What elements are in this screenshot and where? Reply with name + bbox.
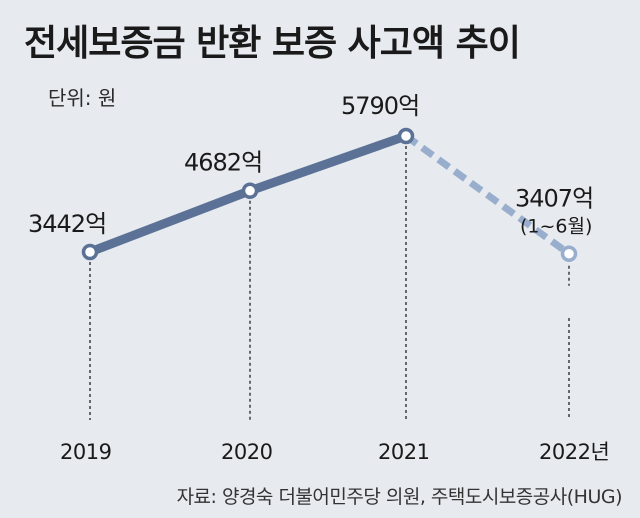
x-tick-label-1: 2020 — [221, 440, 272, 464]
value-label-1: 4682억 — [184, 149, 262, 177]
value-label-0: 3442억 — [28, 210, 106, 238]
value-label-2: 5790억 — [341, 92, 419, 120]
series-line-0 — [85, 186, 255, 257]
source-note: 자료: 양경숙 더불어민주당 의원, 주택도시보증공사(HUG) — [176, 486, 623, 508]
data-point-2 — [397, 127, 415, 145]
series-line-1 — [245, 131, 411, 196]
period-note-3: (1~6월) — [520, 216, 592, 238]
data-point-1 — [241, 182, 259, 199]
series-line-dashed-2 — [403, 133, 572, 257]
value-label-3: 3407억 — [515, 185, 593, 213]
chart-title: 전세보증금 반환 보증 사고액 추이 — [24, 23, 521, 64]
data-point-3 — [560, 245, 578, 262]
unit-label: 단위: 원 — [48, 86, 117, 110]
x-tick-label-3: 2022년 — [539, 440, 609, 464]
data-point-0 — [81, 243, 99, 261]
x-tick-label-0: 2019 — [60, 440, 111, 464]
x-tick-label-2: 2021 — [378, 440, 429, 464]
